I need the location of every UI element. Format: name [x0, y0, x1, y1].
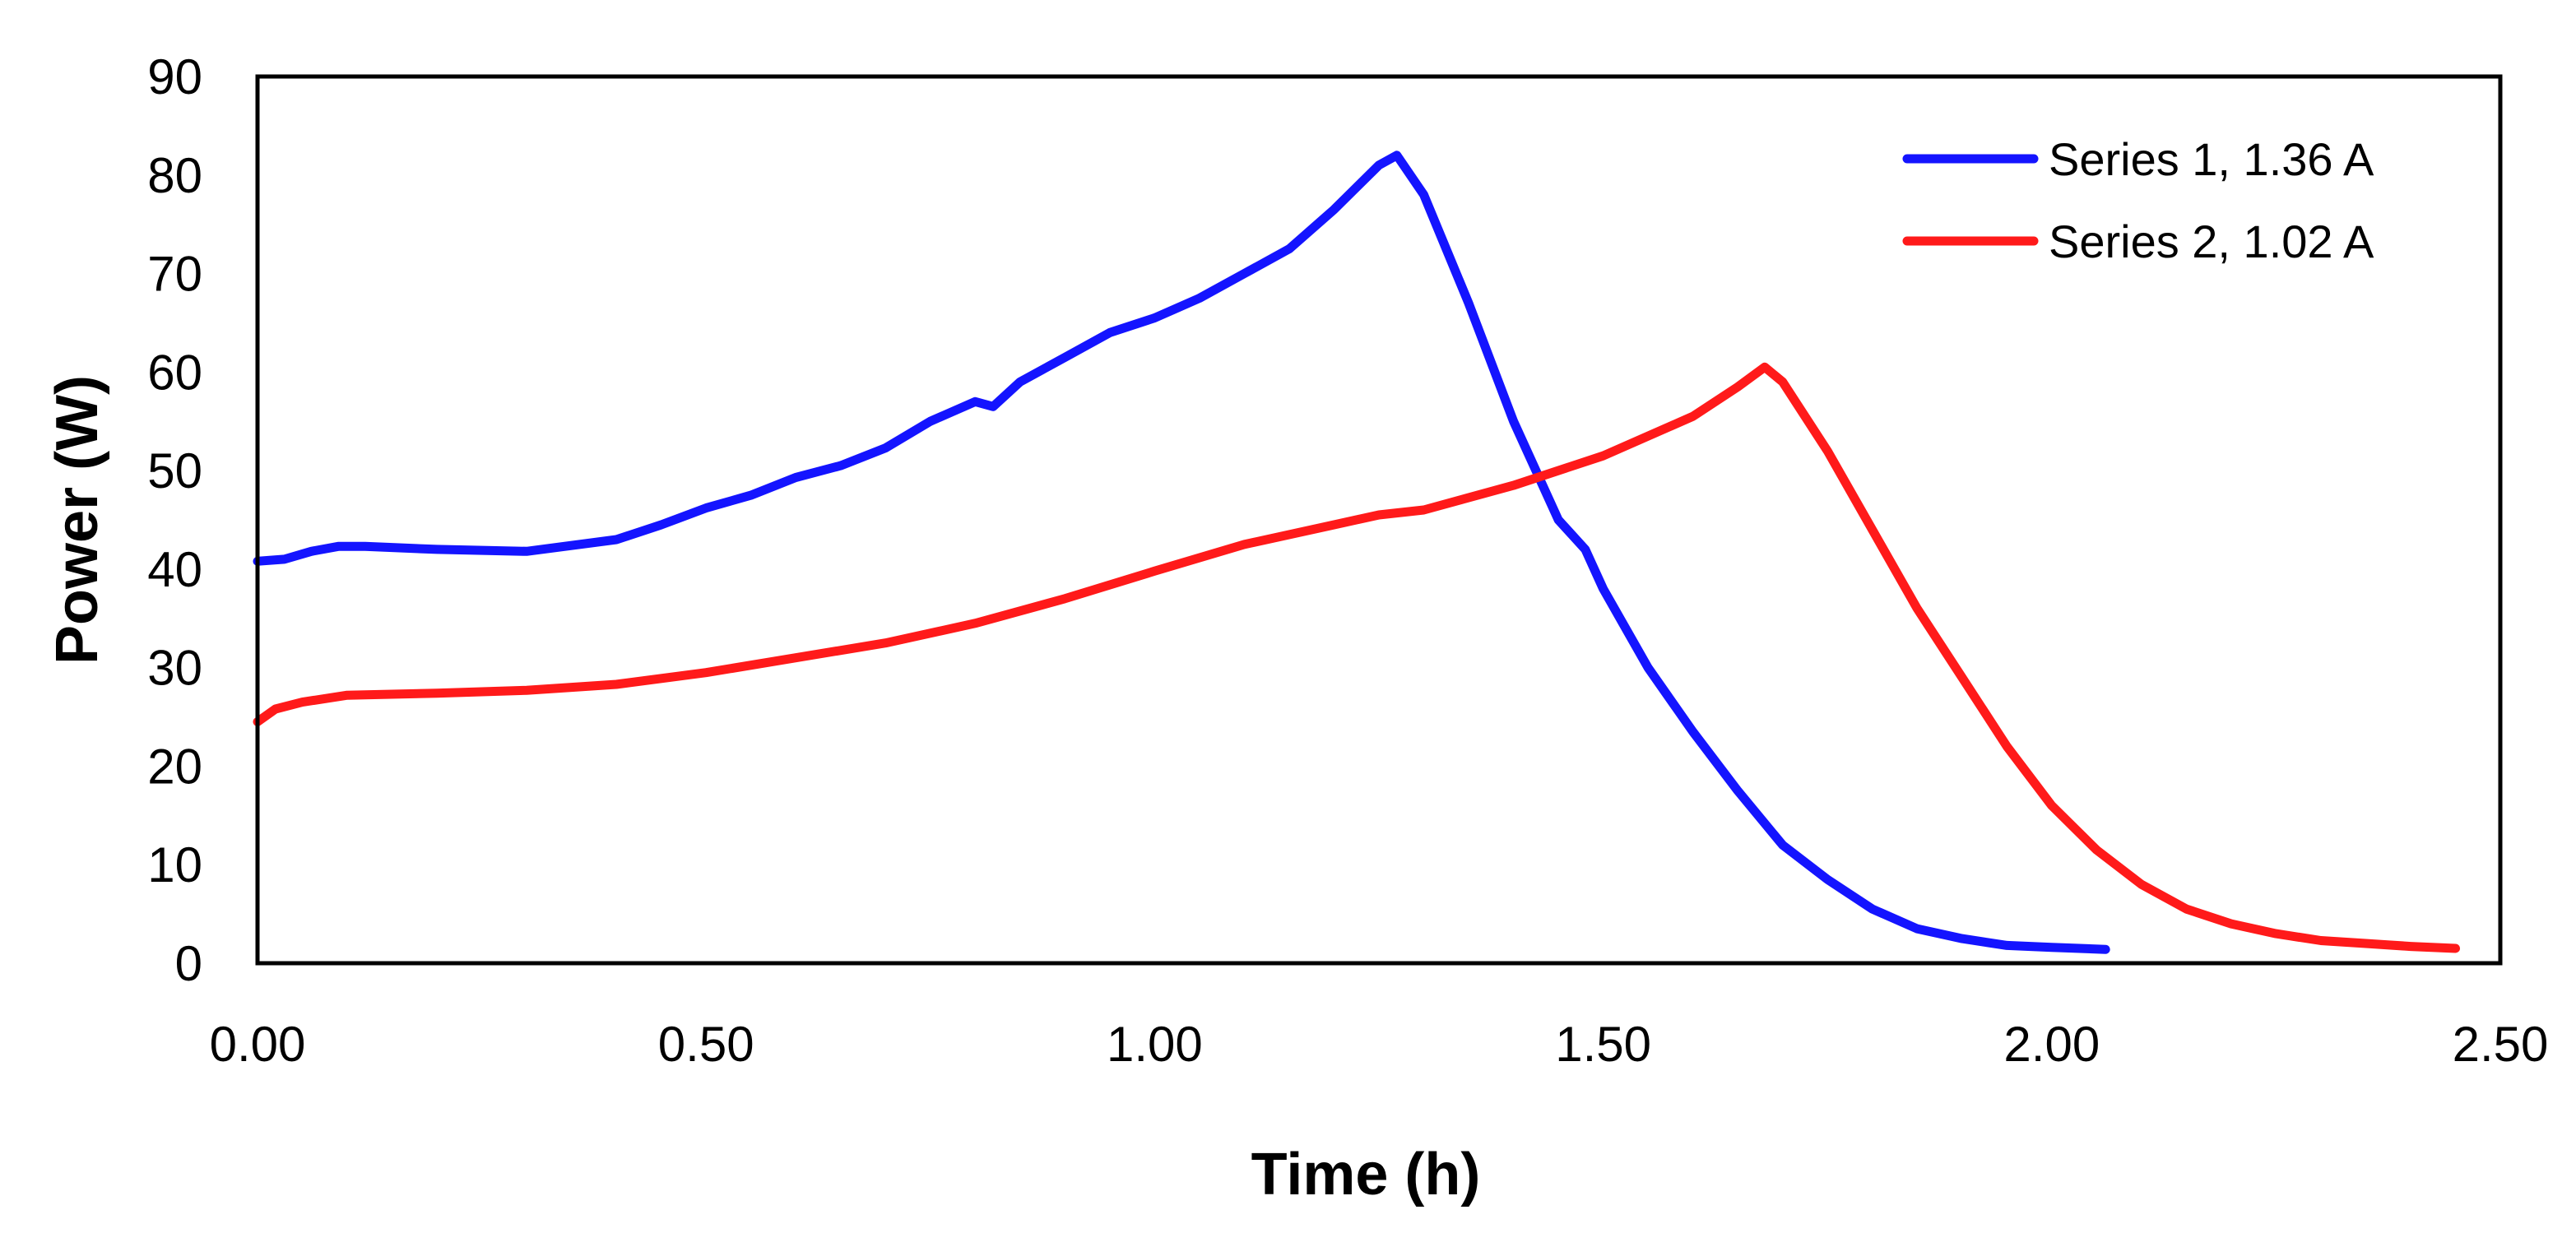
- y-tick-label: 50: [147, 443, 202, 498]
- x-axis-title: Time (h): [1251, 1142, 1481, 1208]
- y-tick-label: 60: [147, 345, 202, 400]
- x-tick-label: 1.50: [1555, 1017, 1651, 1072]
- series-layer: [253, 151, 2460, 954]
- y-tick-label: 20: [147, 739, 202, 794]
- y-axis-ticks: 0 10 20 30 40 50 60 70 80 90: [147, 49, 202, 991]
- series-2-line: [253, 362, 2460, 953]
- x-tick-label: 0.00: [210, 1017, 306, 1072]
- plot-area-frame: [255, 74, 2503, 966]
- x-tick-label: 1.00: [1107, 1017, 1203, 1072]
- y-tick-label: 0: [175, 936, 202, 991]
- x-axis-ticks: 0.00 0.50 1.00 1.50 2.00 2.50: [210, 1017, 2549, 1072]
- y-tick-label: 40: [147, 542, 202, 597]
- x-tick-label: 0.50: [658, 1017, 754, 1072]
- y-tick-label: 70: [147, 247, 202, 302]
- x-tick-label: 2.00: [2003, 1017, 2100, 1072]
- y-tick-label: 90: [147, 49, 202, 104]
- x-tick-label: 2.50: [2453, 1017, 2549, 1072]
- y-tick-label: 80: [147, 148, 202, 203]
- series-1-line: [253, 151, 2110, 954]
- y-tick-label: 10: [147, 837, 202, 892]
- legend-label-series-2: Series 2, 1.02 A: [2049, 216, 2374, 267]
- legend: Series 1, 1.36 A Series 2, 1.02 A: [1902, 133, 2374, 267]
- y-tick-label: 30: [147, 641, 202, 696]
- legend-label-series-1: Series 1, 1.36 A: [2049, 133, 2374, 185]
- y-axis-title: Power (W): [44, 375, 110, 665]
